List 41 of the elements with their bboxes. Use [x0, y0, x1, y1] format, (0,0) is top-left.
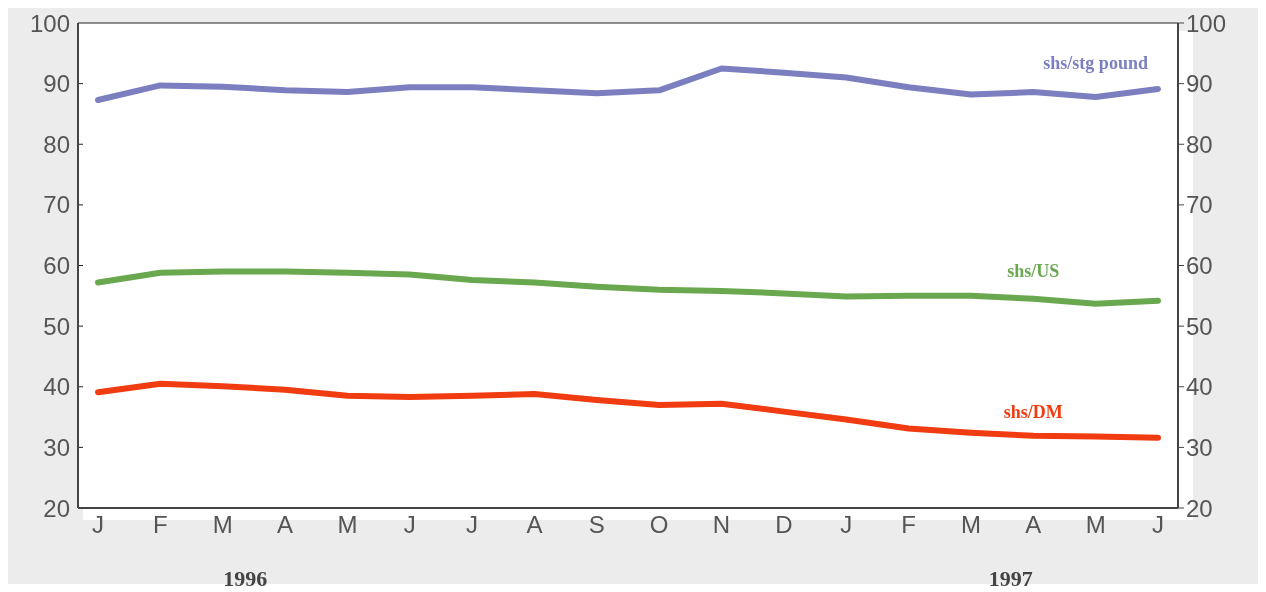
x-tick-label: F	[153, 511, 168, 539]
y2-tick-label: 90	[1186, 70, 1213, 98]
x-tick-label: J	[840, 511, 853, 539]
y2-tick-label: 30	[1186, 433, 1213, 461]
y-tick-label: 70	[43, 191, 70, 219]
x-tick-label: J	[1152, 511, 1164, 539]
y-tick-label: 40	[43, 373, 70, 401]
y2-tick-label: 20	[1186, 494, 1213, 522]
x-tick-label: A	[1025, 511, 1042, 539]
x-tick-label: M	[960, 511, 981, 539]
y-tick-label: 50	[43, 312, 70, 340]
text: 1996	[222, 566, 269, 592]
series-label: shs/stg pound	[1043, 52, 1148, 73]
x-tick-label: D	[775, 511, 793, 539]
y-tick-label: 20	[43, 494, 70, 522]
y-tick-label: 80	[43, 130, 70, 158]
y-tick-label: 100	[29, 9, 70, 37]
series-label: shs/US	[1007, 260, 1060, 281]
x-tick-label: A	[526, 511, 543, 539]
x-tick-label: J	[403, 511, 416, 539]
y-tick-label: 30	[43, 433, 70, 461]
x-tick-label: O	[649, 511, 669, 539]
x-tick-label: M	[212, 511, 233, 539]
x-tick-label: M	[337, 511, 358, 539]
x-tick-label: F	[901, 511, 916, 539]
x-tick-label: M	[1085, 511, 1106, 539]
y2-tick-label: 60	[1186, 252, 1213, 280]
x-tick-label: A	[277, 511, 294, 539]
y2-tick-label: 100	[1186, 9, 1227, 37]
y2-tick-label: 70	[1186, 191, 1213, 219]
x-tick-label: J	[92, 511, 104, 539]
series-label: shs/DM	[1003, 401, 1063, 422]
y2-tick-label: 50	[1186, 312, 1213, 340]
y-tick-label: 60	[43, 252, 70, 280]
y2-tick-label: 80	[1186, 130, 1213, 158]
x-tick-label: N	[712, 511, 731, 539]
y-tick-label: 90	[43, 70, 70, 98]
y2-tick-label: 40	[1186, 373, 1213, 401]
x-tick-label: J	[466, 511, 479, 539]
x-tick-label: S	[588, 511, 605, 539]
text: 1997	[987, 566, 1034, 592]
